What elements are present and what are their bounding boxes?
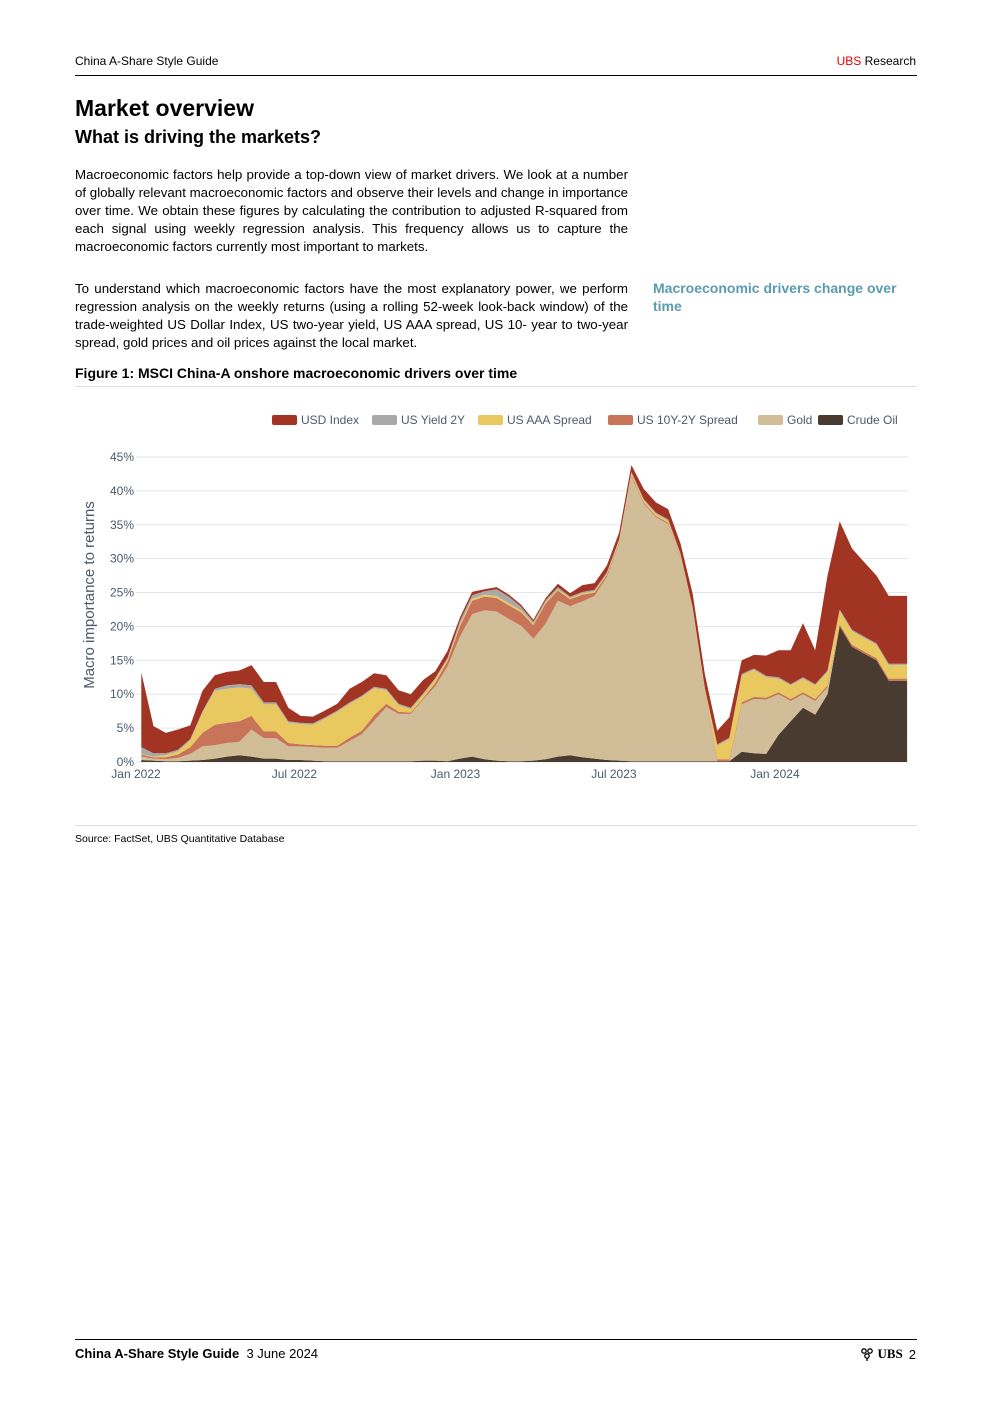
figure-rule-top [75,386,917,387]
x-tick-label: Jan 2024 [750,767,800,781]
footer-brand: UBS [877,1346,903,1361]
x-tick-label: Jul 2022 [272,767,318,781]
y-tick-label: 0% [117,755,135,769]
header-rule [75,75,917,76]
sidebar-note: Macroeconomic drivers change over time [653,280,897,314]
figure-title: Figure 1: MSCI China-A onshore macroecon… [75,365,518,381]
legend-swatch [478,415,503,425]
x-tick-label: Jan 2023 [431,767,481,781]
ubs-logo: UBS [860,1346,903,1362]
header-doc-title: China A-Share Style Guide [75,54,219,68]
legend-label: US 10Y-2Y Spread [637,413,738,427]
footer-date: 3 June 2024 [246,1346,319,1361]
paragraph-1: Macroeconomic factors help provide a top… [75,167,628,254]
y-tick-label: 25% [110,586,134,600]
page-number: 2 [908,1346,916,1362]
header-brand-ubs: UBS [836,54,862,68]
legend-swatch [372,415,397,425]
y-tick-label: 15% [110,653,134,667]
x-tick-label: Jul 2023 [591,767,637,781]
area-crude-oil [141,626,908,762]
legend-label: US AAA Spread [507,413,592,427]
chart-areas [141,465,908,762]
page-title: Market overview [75,95,254,121]
footer-right: UBS 2 [860,1346,916,1362]
figure-rule-bottom [75,825,917,826]
area-usd-index [141,465,908,754]
figure-source: Source: FactSet, UBS Quantitative Databa… [75,833,285,845]
macro-drivers-chart: USD Index US Yield 2Y US AAA Spread US 10Y-… [81,413,908,781]
footer-rule [75,1339,917,1340]
y-tick-label: 20% [110,619,134,633]
y-tick-label: 10% [110,687,134,701]
legend-swatch [758,415,783,425]
page-subtitle: What is driving the markets? [75,127,322,147]
y-tick-label: 40% [110,484,134,498]
legend-label: USD Index [301,413,359,427]
chart-legend: USD Index US Yield 2Y US AAA Spread US 10Y-… [272,413,898,427]
legend-swatch [608,415,633,425]
area-gold [141,476,908,762]
header-section: Research [864,54,916,68]
y-tick-label: 45% [110,450,134,464]
legend-swatch [818,415,843,425]
legend-label: Gold [787,413,812,427]
area-us-10y-2y-spread [141,475,908,762]
y-tick-label: 5% [117,721,135,735]
header-brand: UBS Research [837,54,916,68]
y-axis-label: Macro importance to returns [81,501,98,689]
x-tick-label: Jan 2022 [111,767,161,781]
legend-swatch [272,415,297,425]
ubs-keys-icon [861,1348,874,1361]
footer-left: China A-Share Style Guide 3 June 2024 [75,1346,318,1361]
y-tick-label: 35% [110,518,134,532]
x-axis-ticks: Jan 2022 Jul 2022 Jan 2023 Jul 2023 Jan 2024 [111,767,800,781]
y-tick-label: 30% [110,552,134,566]
legend-label: US Yield 2Y [401,413,465,427]
footer-doc-title: China A-Share Style Guide [75,1346,240,1361]
legend-label: Crude Oil [847,413,898,427]
y-axis-ticks: 0% 5% 10% 15% 20% 25% 30% 35% 40% 45% [110,450,134,769]
paragraph-2: To understand which macroeconomic factor… [75,281,628,350]
